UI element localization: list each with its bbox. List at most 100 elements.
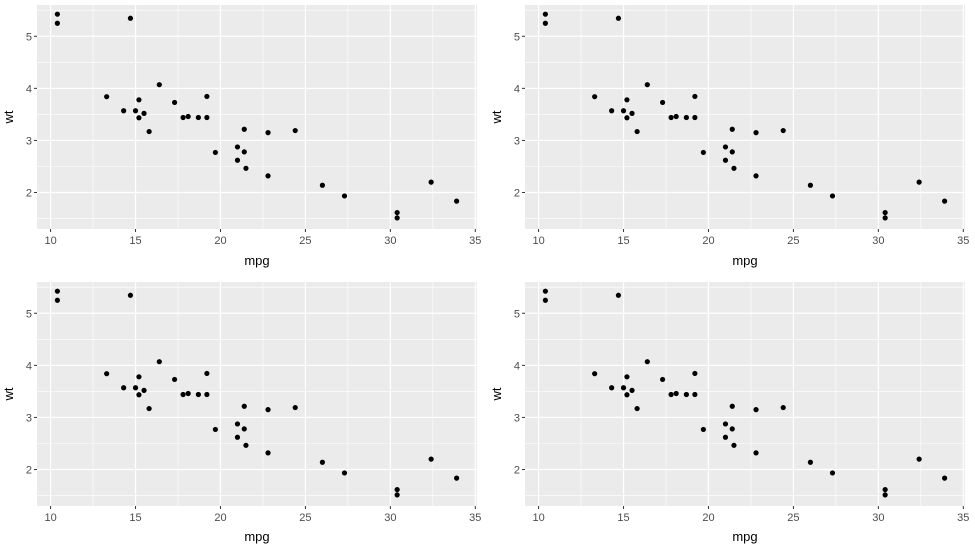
x-axis-title: mpg: [732, 529, 757, 544]
data-point: [942, 198, 948, 204]
y-tick-label: 2: [514, 465, 520, 477]
x-axis-title: mpg: [732, 253, 757, 268]
data-point: [753, 407, 759, 413]
x-tick-label: 10: [532, 512, 544, 524]
x-tick-label: 25: [787, 235, 799, 247]
data-point: [700, 149, 706, 156]
data-point: [234, 421, 241, 427]
data-point: [204, 93, 210, 100]
data-point: [243, 442, 249, 448]
data-point: [212, 149, 218, 156]
data-point: [592, 94, 598, 100]
data-point: [542, 288, 548, 294]
data-point: [620, 108, 627, 114]
y-tick-label: 3: [514, 135, 520, 147]
x-tick-label: 25: [299, 512, 311, 524]
y-tick-label: 2: [26, 188, 32, 200]
data-point: [624, 97, 630, 103]
data-point: [660, 376, 666, 383]
x-tick-label: 30: [872, 512, 884, 524]
data-point: [180, 391, 186, 398]
data-point: [104, 94, 110, 100]
data-point: [265, 130, 271, 136]
data-point: [54, 11, 60, 17]
data-point: [692, 114, 698, 121]
x-tick-label: 35: [469, 235, 481, 247]
data-point: [729, 403, 735, 409]
y-tick-label: 5: [514, 31, 520, 43]
data-point: [265, 407, 271, 413]
x-tick-label: 10: [44, 512, 56, 524]
data-point: [634, 128, 640, 135]
data-point: [146, 128, 152, 135]
data-point: [195, 391, 201, 398]
y-tick-label: 3: [26, 412, 32, 424]
data-point: [241, 149, 247, 155]
data-point: [180, 114, 186, 121]
data-point: [141, 110, 147, 116]
data-point: [265, 173, 271, 179]
data-point: [234, 157, 241, 163]
x-tick-label: 35: [469, 512, 481, 524]
data-point: [692, 391, 698, 398]
data-point: [731, 165, 737, 171]
data-point: [121, 108, 127, 114]
data-point: [136, 392, 142, 398]
data-point: [729, 149, 735, 155]
data-point: [644, 82, 650, 88]
data-point: [916, 179, 922, 185]
y-tick-label: 5: [26, 31, 32, 43]
y-axis-title: wt: [489, 387, 504, 401]
data-point: [241, 126, 247, 132]
x-tick-label: 15: [617, 235, 629, 247]
data-point: [807, 182, 814, 188]
data-point: [592, 371, 598, 377]
data-point: [942, 475, 948, 481]
data-point: [394, 215, 400, 221]
data-point: [542, 297, 548, 303]
data-point: [753, 173, 759, 179]
x-tick-label: 15: [129, 512, 141, 524]
data-point: [542, 11, 548, 17]
x-tick-label: 20: [702, 512, 714, 524]
data-point: [683, 391, 689, 398]
data-point: [882, 492, 888, 498]
data-point: [132, 108, 139, 114]
data-point: [624, 392, 630, 398]
x-tick-label: 20: [702, 235, 714, 247]
data-point: [234, 144, 241, 150]
data-point: [660, 99, 666, 106]
data-point: [241, 426, 247, 432]
data-point: [722, 157, 729, 163]
data-point: [542, 20, 548, 26]
scatter-plot-bottom-left: 10 15 20 25 30 35 2 3 4 5 mpg wt: [1, 282, 481, 544]
x-tick-label: 25: [787, 512, 799, 524]
x-tick-label: 20: [214, 235, 226, 247]
data-point: [319, 182, 326, 188]
data-point: [454, 475, 460, 481]
data-point: [292, 127, 298, 134]
data-point: [668, 391, 674, 398]
data-point: [136, 374, 142, 380]
x-tick-label: 35: [957, 235, 969, 247]
plot-panel: [37, 282, 477, 506]
data-point: [195, 114, 201, 121]
data-point: [394, 492, 400, 498]
data-point: [624, 115, 630, 121]
data-point: [722, 421, 729, 427]
data-point: [753, 450, 759, 456]
data-point: [172, 99, 178, 106]
data-point: [629, 110, 635, 116]
data-point: [692, 370, 698, 377]
data-point: [341, 470, 348, 476]
data-point: [753, 130, 759, 136]
data-point: [729, 426, 735, 432]
data-point: [292, 404, 298, 411]
y-tick-label: 4: [514, 83, 520, 95]
scatter-plot-top-left: 10 15 20 25 30 35 2 3 4 5 mpg wt: [1, 5, 481, 268]
data-point: [731, 442, 737, 448]
data-point: [136, 115, 142, 121]
y-tick-label: 3: [514, 412, 520, 424]
data-point: [780, 127, 786, 134]
